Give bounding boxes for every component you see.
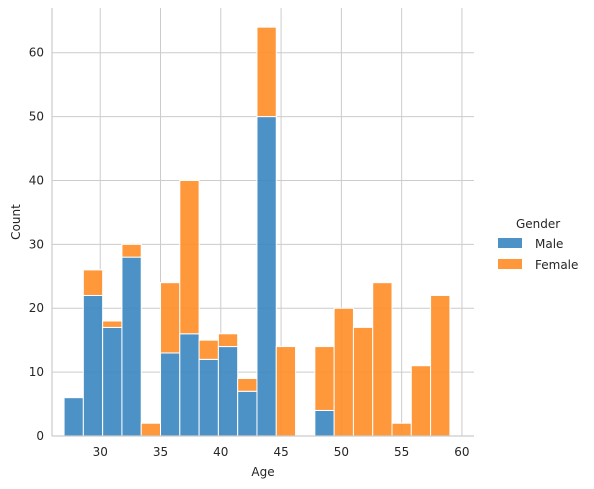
x-tick-label: 60: [454, 445, 469, 459]
bar-female: [352, 326, 374, 437]
bar-male: [314, 409, 335, 437]
y-tick-label: 30: [29, 237, 44, 251]
bar-female: [121, 243, 142, 258]
legend-swatch-male: [498, 238, 522, 248]
y-tick-label: 0: [36, 429, 44, 443]
bar-female: [102, 320, 123, 328]
bar-male: [82, 294, 104, 437]
bar-male: [198, 358, 219, 437]
bar-female: [140, 422, 162, 437]
bar-female: [82, 269, 104, 296]
legend-swatch-female: [498, 259, 522, 269]
bar-female: [314, 346, 335, 411]
bar-female: [160, 282, 181, 354]
legend: Gender Male Female: [498, 217, 578, 272]
x-axis-ticks: 30 35 40 45 50 55 60: [93, 445, 470, 459]
x-tick-label: 35: [153, 445, 168, 459]
x-tick-label: 45: [273, 445, 288, 459]
y-tick-label: 20: [29, 301, 44, 315]
bar-female: [256, 26, 277, 118]
bar-male: [102, 326, 123, 437]
bar-female: [410, 365, 432, 437]
bar-female: [391, 422, 412, 437]
y-tick-label: 40: [29, 173, 44, 187]
x-tick-label: 50: [334, 445, 349, 459]
bar-female: [179, 179, 200, 335]
bar-male: [237, 390, 258, 437]
bar-female: [275, 346, 297, 437]
x-tick-label: 30: [93, 445, 108, 459]
x-tick-label: 40: [213, 445, 228, 459]
legend-label-male: Male: [535, 237, 563, 251]
x-axis-label: Age: [251, 465, 274, 479]
bar-female: [430, 294, 451, 437]
y-tick-label: 60: [29, 46, 44, 60]
bar-female: [198, 339, 219, 360]
y-tick-label: 50: [29, 110, 44, 124]
bars: [63, 26, 451, 437]
bar-female: [237, 378, 258, 392]
bar-male: [63, 397, 84, 437]
y-axis-ticks: 0 10 20 30 40 50 60: [29, 46, 44, 443]
x-tick-label: 55: [394, 445, 409, 459]
legend-label-female: Female: [535, 258, 578, 272]
bar-male: [121, 256, 142, 437]
bar-male: [256, 116, 277, 437]
y-axis-label: Count: [9, 204, 23, 240]
bar-female: [217, 333, 239, 348]
bar-male: [160, 352, 181, 437]
legend-title: Gender: [516, 217, 560, 231]
bar-female: [333, 307, 354, 437]
bar-female: [372, 282, 393, 437]
bar-male: [179, 333, 200, 437]
y-tick-label: 10: [29, 365, 44, 379]
axes: [51, 8, 474, 437]
bar-male: [217, 346, 239, 437]
